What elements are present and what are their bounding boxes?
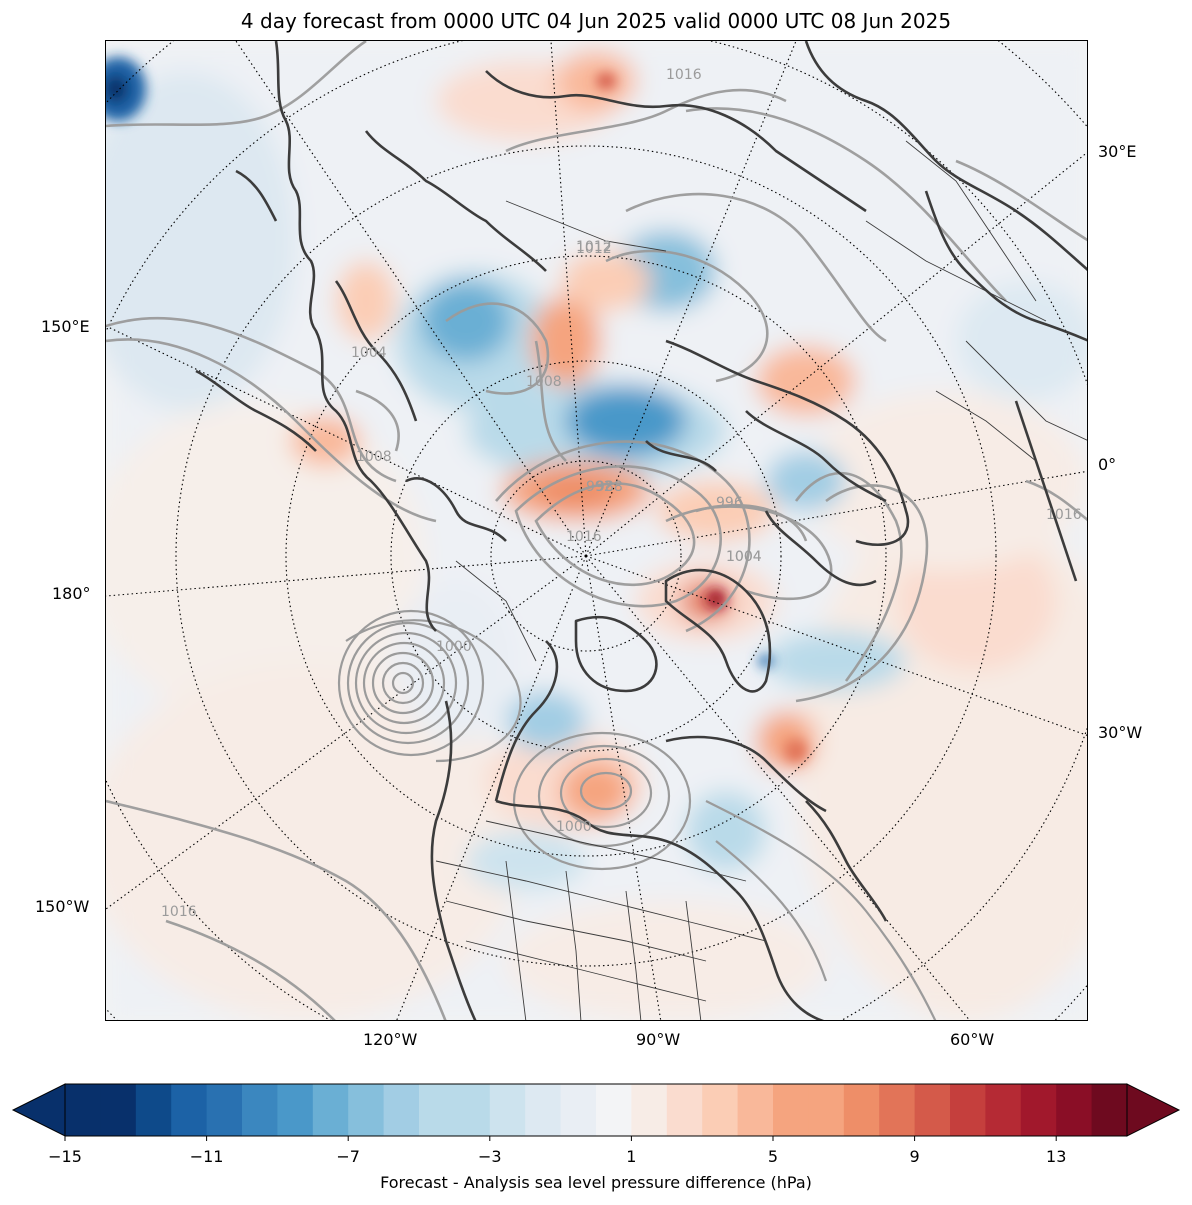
contour-label: 1004 xyxy=(351,345,387,361)
lon-label-60w: 60°W xyxy=(950,1030,995,1049)
colorbar-segment xyxy=(879,1084,916,1136)
contour-label: 1008 xyxy=(526,374,562,390)
contour-label: 1004 xyxy=(726,549,762,565)
borders xyxy=(435,140,1087,1020)
lon-label-150w: 150°W xyxy=(35,897,90,916)
colorbar-segment xyxy=(666,1084,703,1136)
contour-label: 1016 xyxy=(161,904,197,920)
coastlines xyxy=(195,41,1087,1020)
colorbar-tick-label: 5 xyxy=(767,1147,779,1166)
colorbar-extend-min xyxy=(11,1083,66,1137)
colorbar-segment xyxy=(950,1084,986,1136)
colorbar-segment xyxy=(702,1084,739,1136)
colorbar-segment xyxy=(914,1084,951,1136)
lon-label-90w: 90°W xyxy=(636,1030,681,1049)
colorbar-tick-label: 13 xyxy=(1046,1147,1067,1166)
colorbar-segment xyxy=(206,1084,243,1136)
colorbar-segment xyxy=(525,1084,562,1136)
colorbar-segment xyxy=(277,1084,314,1136)
colorbar-segment xyxy=(1020,1084,1057,1136)
colorbar-tick-label: −7 xyxy=(336,1147,360,1166)
graticule xyxy=(106,41,1087,1020)
colorbar-segment xyxy=(242,1084,278,1136)
contour-label: 1016 xyxy=(1046,507,1082,523)
contour-label: 1012 xyxy=(576,241,612,257)
colorbar-segment xyxy=(737,1084,774,1136)
chart-title: 4 day forecast from 0000 UTC 04 Jun 2025… xyxy=(240,9,952,33)
lon-label-180: 180° xyxy=(52,584,91,603)
lon-label-120w: 120°W xyxy=(363,1030,418,1049)
colorbar-border xyxy=(64,1083,1128,1137)
colorbar-segment xyxy=(1056,1084,1093,1136)
colorbar-tick-label: −11 xyxy=(189,1147,224,1166)
colorbar-segment xyxy=(383,1084,420,1136)
low-pressure-center xyxy=(337,609,522,763)
colorbar-label: Forecast - Analysis sea level pressure d… xyxy=(380,1173,812,1192)
colorbar-segment xyxy=(419,1084,455,1136)
colorbar-segment xyxy=(1091,1084,1128,1136)
colorbar-segment xyxy=(631,1084,668,1136)
colorbar-segment xyxy=(171,1084,208,1136)
contour-label: 1016 xyxy=(666,67,702,83)
colorbar-segment xyxy=(100,1084,137,1136)
contour-label: 992 xyxy=(586,479,613,495)
colorbar-segment xyxy=(985,1084,1022,1136)
colorbar xyxy=(0,1078,1192,1142)
contour-label: 1012 xyxy=(576,239,612,255)
contour-label: 996 xyxy=(716,495,743,511)
colorbar-segment xyxy=(135,1084,172,1136)
contour-label: 1004 xyxy=(726,549,762,565)
contour-labels: 1016 1012 1008 1004 1000 996 992 988 101… xyxy=(161,67,1082,920)
colorbar-segment xyxy=(454,1084,491,1136)
contour-label: 1008 xyxy=(356,449,392,465)
colorbar-segment xyxy=(560,1084,597,1136)
colorbar-segment xyxy=(312,1084,349,1136)
contour-label: 1000 xyxy=(436,639,472,655)
colorbar-segment xyxy=(596,1084,632,1136)
colorbar-segment xyxy=(808,1084,845,1136)
contour-label: 988 xyxy=(596,479,623,495)
lon-label-0: 0° xyxy=(1098,455,1117,474)
anomaly-field xyxy=(106,41,1087,1020)
colorbar-segment xyxy=(489,1084,526,1136)
map-panel: 1016 1012 1008 1004 1000 996 992 988 101… xyxy=(105,40,1088,1021)
colorbar-tick-label: −15 xyxy=(48,1147,82,1166)
isobars xyxy=(106,41,1087,1020)
colorbar-extend-max xyxy=(1126,1083,1181,1137)
contour-label: 1016 xyxy=(566,529,602,545)
map-canvas: 1016 1012 1008 1004 1000 996 992 988 101… xyxy=(106,41,1087,1020)
colorbar-svg xyxy=(11,1083,1181,1141)
lon-label-30e: 30°E xyxy=(1098,142,1137,161)
low-pressure-center-2 xyxy=(512,731,937,1020)
colorbar-segment xyxy=(65,1084,101,1136)
colorbar-tick-label: −3 xyxy=(478,1147,502,1166)
lon-label-150e: 150°E xyxy=(41,317,90,336)
colorbar-segment xyxy=(348,1084,385,1136)
colorbar-segment xyxy=(843,1084,880,1136)
colorbar-segment xyxy=(773,1084,809,1136)
contour-label: 1000 xyxy=(556,819,592,835)
colorbar-tick-label: 9 xyxy=(909,1147,920,1166)
lon-label-30w: 30°W xyxy=(1098,723,1143,742)
colorbar-tick-label: 1 xyxy=(626,1147,637,1166)
